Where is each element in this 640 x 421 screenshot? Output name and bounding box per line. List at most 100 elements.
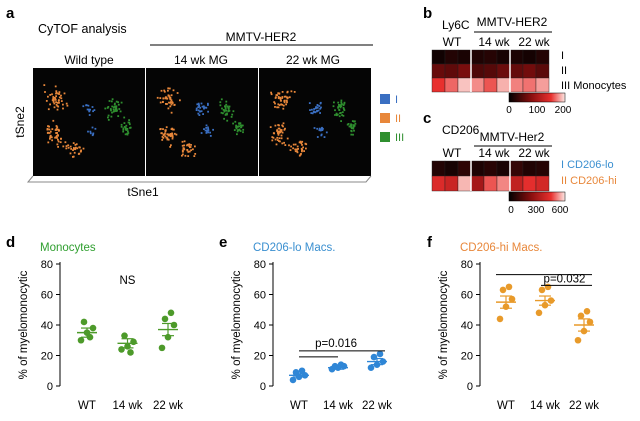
tsne-point bbox=[114, 106, 116, 108]
tsne-point bbox=[277, 95, 280, 98]
tsne-point bbox=[44, 91, 46, 93]
tsne-point bbox=[280, 134, 283, 137]
tsne-point bbox=[166, 103, 168, 105]
tsne-point bbox=[212, 128, 214, 131]
data-point bbox=[167, 309, 175, 317]
tsne-point bbox=[126, 128, 129, 130]
tsne-point bbox=[86, 108, 89, 111]
tsne-point bbox=[170, 99, 173, 102]
y-tick-label: 40 bbox=[41, 320, 53, 332]
tsne-point bbox=[54, 136, 56, 139]
data-point bbox=[586, 318, 594, 326]
tsne-point bbox=[202, 113, 204, 115]
tsne-point bbox=[49, 137, 51, 140]
tsne-point bbox=[186, 144, 188, 147]
tsne-point bbox=[281, 124, 284, 127]
tsne-point bbox=[187, 151, 190, 153]
tsne-point bbox=[351, 120, 354, 122]
panel-c-col-1: 14 wk bbox=[478, 146, 510, 160]
tsne-point bbox=[164, 135, 167, 138]
tsne-point bbox=[62, 107, 64, 110]
tsne-point bbox=[188, 150, 191, 153]
tsne-point bbox=[57, 92, 60, 95]
ly6c-heatmap-cell bbox=[509, 77, 524, 93]
tsne-point bbox=[91, 134, 94, 137]
tsne-point bbox=[115, 110, 118, 112]
tsne-point bbox=[69, 152, 72, 155]
tsne-point bbox=[278, 124, 280, 127]
tsne-point bbox=[52, 101, 55, 103]
tsne-point bbox=[317, 109, 320, 112]
tsne-point bbox=[72, 142, 75, 144]
tsne-point bbox=[311, 112, 314, 115]
significance-annotation: p=0.016 bbox=[315, 338, 357, 350]
panel-a-letter: a bbox=[6, 5, 15, 22]
tsne-point bbox=[207, 131, 209, 134]
tsne-point bbox=[171, 136, 174, 138]
tsne-point bbox=[280, 103, 283, 106]
tsne-point bbox=[173, 103, 176, 106]
data-point bbox=[292, 368, 300, 376]
tsne-point bbox=[301, 144, 303, 146]
tsne-point bbox=[60, 97, 63, 100]
tsne-point bbox=[162, 137, 165, 139]
tsne-point bbox=[277, 130, 279, 133]
tsne-point bbox=[73, 147, 75, 149]
tsne-point bbox=[279, 98, 282, 101]
tsne-point bbox=[82, 147, 85, 150]
tsne-point bbox=[343, 109, 346, 112]
dot-plot-f: CD206-hi Macs. 0 20 40 60 80 % of myelomonocyt… bbox=[438, 242, 599, 412]
tsne-point bbox=[222, 109, 225, 111]
tsne-point bbox=[298, 141, 301, 144]
tsne-point bbox=[283, 99, 286, 102]
tsne-point bbox=[170, 103, 173, 106]
panel-b-col-1: 14 wk bbox=[478, 35, 510, 49]
tsne-point bbox=[300, 142, 303, 145]
tsne-point bbox=[277, 132, 279, 134]
tsne-point bbox=[224, 105, 226, 108]
heatmap-c-row-1: II CD206-hi bbox=[561, 175, 617, 187]
ly6c-heatmap-cell bbox=[483, 49, 498, 65]
tsne-point bbox=[47, 141, 50, 144]
tsne-point bbox=[288, 144, 290, 147]
tsne-point bbox=[319, 129, 322, 132]
tsne-point bbox=[209, 131, 211, 134]
tsne-point bbox=[226, 112, 228, 115]
data-point bbox=[289, 376, 297, 384]
tsne-point bbox=[227, 110, 230, 113]
tsne-point bbox=[316, 136, 319, 138]
tsne-point bbox=[227, 106, 230, 109]
tsne-point bbox=[72, 156, 74, 158]
tsne-point bbox=[237, 129, 239, 131]
tsne-point bbox=[113, 103, 116, 106]
tsne-point bbox=[65, 147, 68, 150]
data-point bbox=[298, 367, 306, 375]
cd206-heatmap-cell bbox=[470, 160, 485, 177]
ly6c-heatmap-cell bbox=[470, 77, 485, 93]
legend-swatch-iii bbox=[380, 132, 390, 142]
cd206-heatmap-cell bbox=[522, 160, 537, 177]
tsne-point bbox=[298, 154, 301, 157]
tsne-point bbox=[339, 104, 342, 106]
tsne-point bbox=[59, 141, 62, 144]
tsne-point bbox=[240, 126, 243, 128]
tsne-point bbox=[312, 111, 315, 113]
tsne-point bbox=[228, 105, 231, 108]
tsne-point bbox=[119, 110, 122, 113]
tsne-point bbox=[313, 108, 315, 110]
tsne-point bbox=[281, 91, 284, 93]
tsne-point bbox=[85, 104, 87, 107]
tsne-point bbox=[269, 126, 272, 128]
panel-e-letter: e bbox=[219, 234, 227, 251]
tsne-point bbox=[207, 104, 209, 106]
tsne-point bbox=[284, 127, 286, 130]
tsne-point bbox=[49, 94, 52, 96]
tsne-point bbox=[190, 144, 192, 146]
tsne-point bbox=[53, 97, 56, 99]
cd206-heatmap-cell bbox=[509, 160, 524, 177]
tsne-point bbox=[56, 102, 59, 104]
tsne-point bbox=[169, 135, 172, 138]
data-point bbox=[583, 307, 591, 315]
ly6c-heatmap-cell bbox=[509, 49, 524, 65]
